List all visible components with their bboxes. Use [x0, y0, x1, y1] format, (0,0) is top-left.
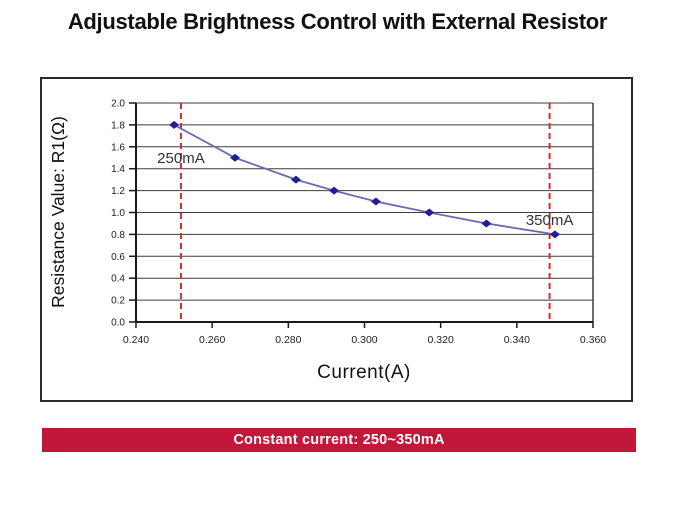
y-tick-label: 1.8 — [111, 120, 125, 131]
chart-plot-area: 0.0 0.2 0.4 0.6 0.8 1.0 1.2 1.4 1.6 1.8 2.0 0.240 0.… — [40, 77, 633, 402]
y-axis-label: Resistance Value: R1(Ω) — [48, 116, 68, 308]
y-tick-label: 1.0 — [111, 208, 125, 219]
resistance-vs-current-chart: 0.0 0.2 0.4 0.6 0.8 1.0 1.2 1.4 1.6 1.8 2.0 0.240 0.… — [40, 77, 633, 402]
y-tick-label: 1.2 — [111, 186, 125, 197]
y-tick-label: 1.6 — [111, 142, 125, 153]
x-tick-label: 0.300 — [351, 334, 377, 346]
data-point-marker — [329, 186, 340, 195]
data-point-marker — [290, 175, 301, 184]
y-tick-label: 2.0 — [111, 99, 125, 110]
y-tick-label: 0.0 — [111, 318, 125, 329]
x-tick-label: 0.240 — [123, 334, 149, 346]
chart-frame — [40, 77, 633, 402]
y-tick-label: 0.8 — [111, 230, 125, 241]
banner-text: Constant current: 250~350mA — [233, 432, 445, 448]
series-line — [173, 124, 556, 236]
page-title: Adjustable Brightness Control with Exter… — [67, 9, 608, 34]
banner: Constant current: 250~350mA — [42, 428, 636, 452]
x-tick-label: 0.260 — [199, 334, 225, 346]
y-tick-label: 0.4 — [111, 274, 125, 285]
annotation-350mA: 350mA — [526, 212, 574, 229]
x-tick-label: 0.320 — [428, 334, 454, 346]
x-tick-label: 0.340 — [504, 334, 530, 346]
data-point-marker — [549, 230, 560, 239]
data-point-marker — [230, 153, 241, 162]
data-point-marker — [424, 208, 435, 217]
y-tick-label: 0.2 — [111, 296, 125, 307]
y-tick-label: 0.6 — [111, 252, 125, 263]
data-point-marker — [481, 219, 492, 228]
x-tick-label: 0.360 — [580, 334, 606, 346]
data-point-marker — [370, 197, 381, 206]
y-tick-label: 1.4 — [111, 164, 125, 175]
annotation-250mA: 250mA — [157, 150, 205, 167]
x-axis-label: Current(A) — [317, 362, 411, 383]
data-point-marker — [169, 120, 180, 129]
x-tick-label: 0.280 — [275, 334, 301, 346]
